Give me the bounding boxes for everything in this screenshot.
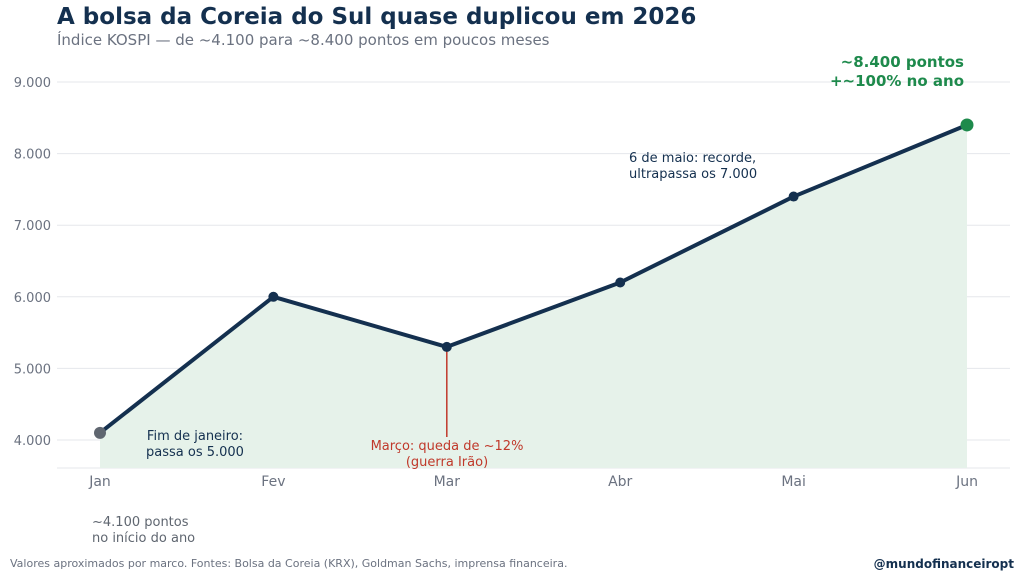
data-point xyxy=(268,291,279,302)
data-point xyxy=(615,277,626,288)
annotation-layer: ~4.100 pontos no início do ano Fim de jane… xyxy=(92,53,964,546)
x-tick-label: Mai xyxy=(781,474,806,490)
jan-end-annotation: Fim de janeiro: passa os 5.000 xyxy=(146,429,244,460)
chart-subtitle: Índice KOSPI — de ~4.100 para ~8.400 pon… xyxy=(57,31,550,49)
chart-title: A bolsa da Coreia do Sul quase duplicou … xyxy=(57,4,697,30)
start-annotation: ~4.100 pontos no início do ano xyxy=(92,515,195,546)
y-tick-label: 7.000 xyxy=(14,219,51,234)
area-fill-layer xyxy=(100,124,967,469)
author-handle: @mundofinanceiropt xyxy=(873,557,1014,571)
source-note: Valores aproximados por marco. Fontes: B… xyxy=(10,557,568,570)
y-tick-label: 6.000 xyxy=(14,291,51,306)
x-tick-label: Fev xyxy=(261,474,285,490)
axis-layer: 4.000 5.000 6.000 7.000 8.000 9.000 Jan Fev Mar A… xyxy=(14,76,978,490)
data-points-layer xyxy=(94,118,974,439)
series-line-layer xyxy=(98,122,969,435)
x-tick-label: Jan xyxy=(88,474,111,490)
march-annotation: Março: queda de ~12% (guerra Irão) xyxy=(371,439,524,470)
data-point xyxy=(441,341,452,352)
end-annotation: ~8.400 pontos +~100% no ano xyxy=(830,53,964,90)
x-tick-label: Jun xyxy=(955,474,978,490)
data-point xyxy=(788,191,799,202)
kospi-series-line xyxy=(98,122,969,435)
y-tick-label: 9.000 xyxy=(14,76,51,91)
data-point xyxy=(960,118,974,132)
may-annotation: 6 de maio: recorde, ultrapassa os 7.000 xyxy=(629,151,757,182)
area-fill xyxy=(100,124,967,469)
y-tick-label: 8.000 xyxy=(14,148,51,163)
y-tick-label: 4.000 xyxy=(14,434,51,449)
y-tick-label: 5.000 xyxy=(14,362,51,377)
x-tick-label: Mar xyxy=(434,474,461,490)
x-tick-label: Abr xyxy=(608,474,632,490)
data-point xyxy=(94,426,106,439)
